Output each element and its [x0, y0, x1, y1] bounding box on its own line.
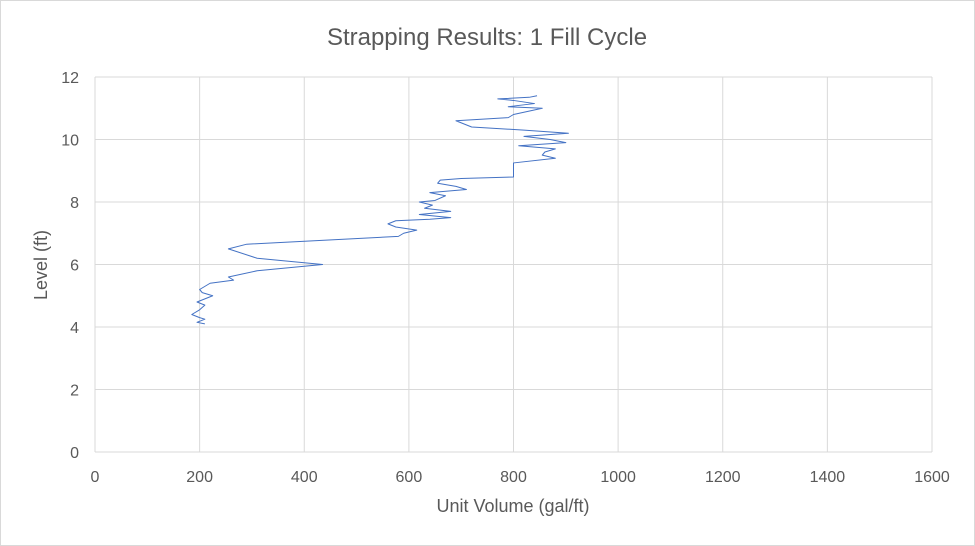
gridlines: [94, 76, 933, 453]
y-tick-label: 4: [70, 320, 79, 337]
x-tick-label: 600: [396, 469, 423, 486]
y-tick-label: 12: [61, 70, 79, 87]
y-tick-label: 6: [70, 258, 79, 275]
x-tick-label: 1200: [705, 469, 741, 486]
y-tick-labels: 0 2 4 6 8 10 12: [61, 70, 79, 462]
x-tick-label: 200: [186, 469, 213, 486]
x-tick-label: 1000: [600, 469, 636, 486]
y-tick-label: 2: [70, 383, 79, 400]
y-axis-label: Level (ft): [31, 230, 51, 300]
x-tick-labels: 0 200 400 600 800 1000 1200 1400 1600: [91, 469, 950, 486]
series-line: [191, 95, 569, 325]
x-axis-label: Unit Volume (gal/ft): [436, 496, 589, 516]
x-tick-label: 1400: [810, 469, 846, 486]
y-tick-label: 10: [61, 133, 79, 150]
x-tick-label: 0: [91, 469, 100, 486]
x-tick-label: 1600: [914, 469, 950, 486]
y-tick-label: 8: [70, 195, 79, 212]
series-layer: [191, 95, 569, 325]
chart-title: Strapping Results: 1 Fill Cycle: [327, 24, 647, 51]
x-tick-label: 800: [500, 469, 527, 486]
y-tick-label: 0: [70, 445, 79, 462]
x-tick-label: 400: [291, 469, 318, 486]
